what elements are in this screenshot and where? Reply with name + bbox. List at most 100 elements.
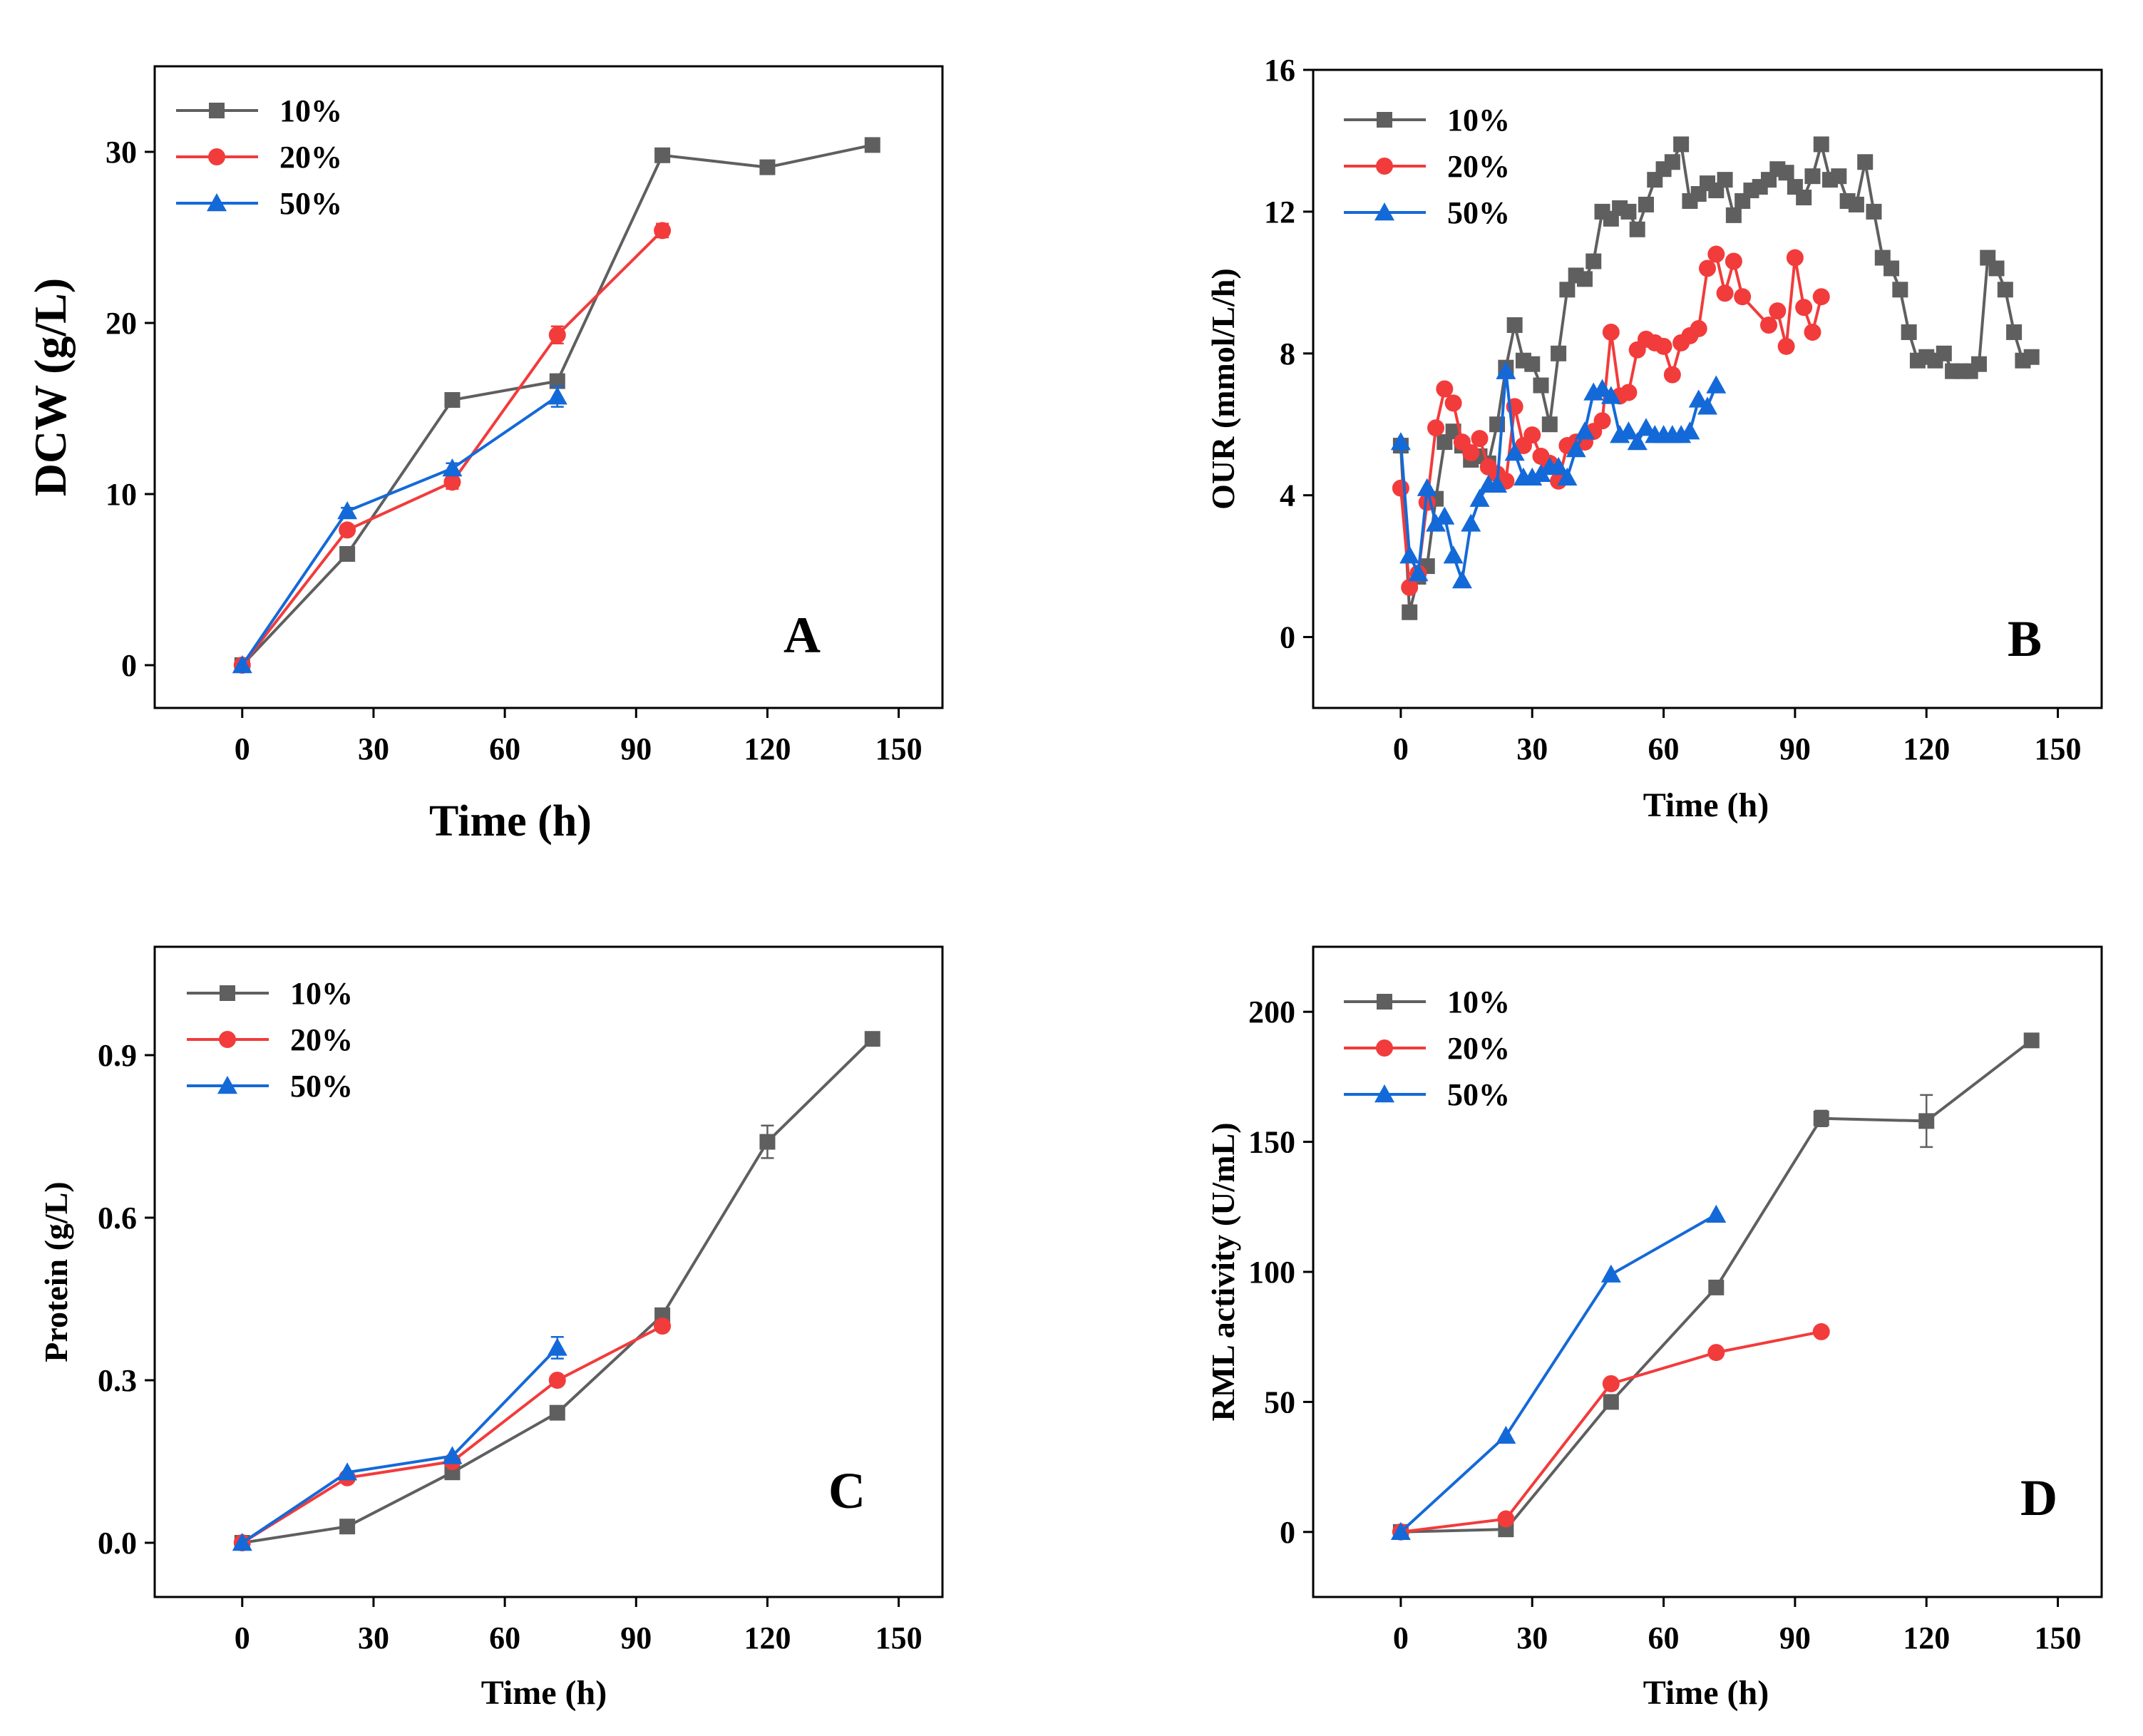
panel-letter: C bbox=[828, 1462, 865, 1519]
legend-marker bbox=[1377, 112, 1392, 128]
data-point bbox=[232, 1533, 252, 1551]
data-point bbox=[1813, 136, 1829, 153]
y-tick-label: 0.0 bbox=[98, 1526, 137, 1561]
y-tick-label: 16 bbox=[1264, 53, 1295, 88]
data-point bbox=[864, 137, 880, 153]
x-tick-label: 60 bbox=[489, 1621, 520, 1655]
data-point bbox=[2006, 324, 2023, 340]
data-point bbox=[339, 1519, 356, 1535]
data-point bbox=[1831, 168, 1847, 185]
data-point bbox=[1804, 323, 1821, 341]
data-point bbox=[1777, 337, 1795, 355]
series-line bbox=[1399, 1213, 1717, 1534]
panel-a: 0 30 60 90 120 150 0 10 20 30 Time (h) DCW (g/L) A 10… bbox=[25, 65, 944, 846]
legend: 10% 20% 50% bbox=[187, 976, 353, 1104]
data-point bbox=[1812, 288, 1830, 306]
series-line bbox=[242, 1037, 874, 1544]
x-tick-label: 120 bbox=[744, 731, 791, 766]
legend-label: 10% bbox=[1447, 103, 1510, 138]
data-point bbox=[1970, 356, 1987, 372]
series-line bbox=[1399, 252, 1823, 589]
data-point bbox=[1462, 444, 1480, 461]
data-point bbox=[337, 501, 358, 520]
data-point bbox=[1680, 421, 1700, 440]
data-point bbox=[1778, 165, 1794, 181]
data-point bbox=[1593, 412, 1611, 430]
y-tick-label: 0.3 bbox=[98, 1363, 137, 1398]
legend-label: 10% bbox=[279, 93, 342, 128]
data-point bbox=[442, 458, 463, 477]
x-tick-label: 0 bbox=[235, 1621, 250, 1655]
data-point bbox=[1592, 379, 1613, 397]
y-tick-label: 20 bbox=[106, 306, 137, 341]
x-tick-label: 60 bbox=[489, 731, 520, 766]
data-point bbox=[1574, 421, 1595, 440]
legend-label: 50% bbox=[1447, 1077, 1510, 1112]
panel-letter: B bbox=[2008, 610, 2042, 667]
data-point bbox=[1706, 375, 1727, 394]
data-point bbox=[1618, 421, 1639, 440]
y-tick-label: 100 bbox=[1248, 1255, 1295, 1290]
data-point bbox=[1557, 467, 1578, 486]
data-point bbox=[1603, 1394, 1619, 1410]
data-point bbox=[864, 1031, 880, 1047]
data-point bbox=[1857, 154, 1874, 170]
data-point bbox=[1664, 154, 1680, 170]
data-point bbox=[1548, 456, 1569, 476]
legend-marker bbox=[217, 1076, 237, 1094]
data-point bbox=[339, 546, 356, 562]
data-point bbox=[1673, 136, 1690, 153]
data-point bbox=[1699, 260, 1716, 277]
data-point bbox=[1496, 1425, 1516, 1444]
y-tick-label: 4 bbox=[1280, 478, 1295, 513]
x-tick-label: 0 bbox=[235, 731, 250, 766]
data-point bbox=[1638, 196, 1654, 212]
data-point bbox=[1399, 545, 1420, 564]
x-tick-label: 150 bbox=[875, 731, 923, 766]
data-point bbox=[1918, 1113, 1935, 1129]
data-point bbox=[1390, 1521, 1411, 1540]
data-point bbox=[2023, 349, 2040, 365]
data-point bbox=[1717, 172, 1733, 188]
y-tick-label: 0.9 bbox=[98, 1038, 137, 1073]
data-point bbox=[1497, 1510, 1515, 1528]
data-point bbox=[1884, 260, 1900, 277]
legend: 10% 20% 50% bbox=[176, 93, 342, 221]
series-line bbox=[1400, 1330, 1822, 1534]
data-point bbox=[1892, 282, 1908, 298]
data-point bbox=[1725, 252, 1742, 270]
y-axis-title: DCW (g/L) bbox=[25, 278, 76, 496]
y-axis-title: RML activity (U/mL) bbox=[1205, 1122, 1241, 1421]
series-50pct bbox=[1390, 1204, 1727, 1540]
data-point bbox=[1401, 578, 1419, 596]
data-point bbox=[1813, 1110, 1829, 1126]
data-point bbox=[1707, 1344, 1725, 1362]
data-point bbox=[1716, 284, 1734, 302]
plot-frame bbox=[1312, 68, 2103, 709]
data-point bbox=[654, 147, 671, 163]
legend-label: 20% bbox=[1447, 1031, 1510, 1066]
panel-b: 0 30 60 90 120 150 0 4 8 12 16 Time (h) OUR (mmol/L/… bbox=[1205, 53, 2103, 824]
data-point bbox=[1469, 488, 1490, 507]
x-tick-label: 120 bbox=[1903, 731, 1950, 766]
x-tick-label: 0 bbox=[1393, 731, 1409, 766]
data-point bbox=[547, 386, 567, 405]
y-axis-title: OUR (mmol/L/h) bbox=[1205, 268, 1241, 510]
data-point bbox=[442, 1446, 463, 1464]
plot-frame bbox=[1312, 945, 2103, 1598]
data-point bbox=[1427, 419, 1445, 437]
y-tick-label: 50 bbox=[1264, 1385, 1295, 1419]
x-tick-label: 30 bbox=[358, 731, 389, 766]
x-tick-label: 150 bbox=[2035, 731, 2082, 766]
panel-letter: A bbox=[783, 607, 821, 664]
series-line bbox=[241, 1347, 559, 1544]
legend: 10% 20% 50% bbox=[1344, 985, 1510, 1112]
data-point bbox=[1997, 282, 2013, 298]
data-point bbox=[1487, 474, 1508, 493]
data-point bbox=[1417, 478, 1437, 496]
x-tick-label: 90 bbox=[620, 731, 652, 766]
data-point bbox=[1620, 203, 1637, 220]
data-point bbox=[1936, 345, 1952, 361]
data-point bbox=[1451, 570, 1472, 589]
